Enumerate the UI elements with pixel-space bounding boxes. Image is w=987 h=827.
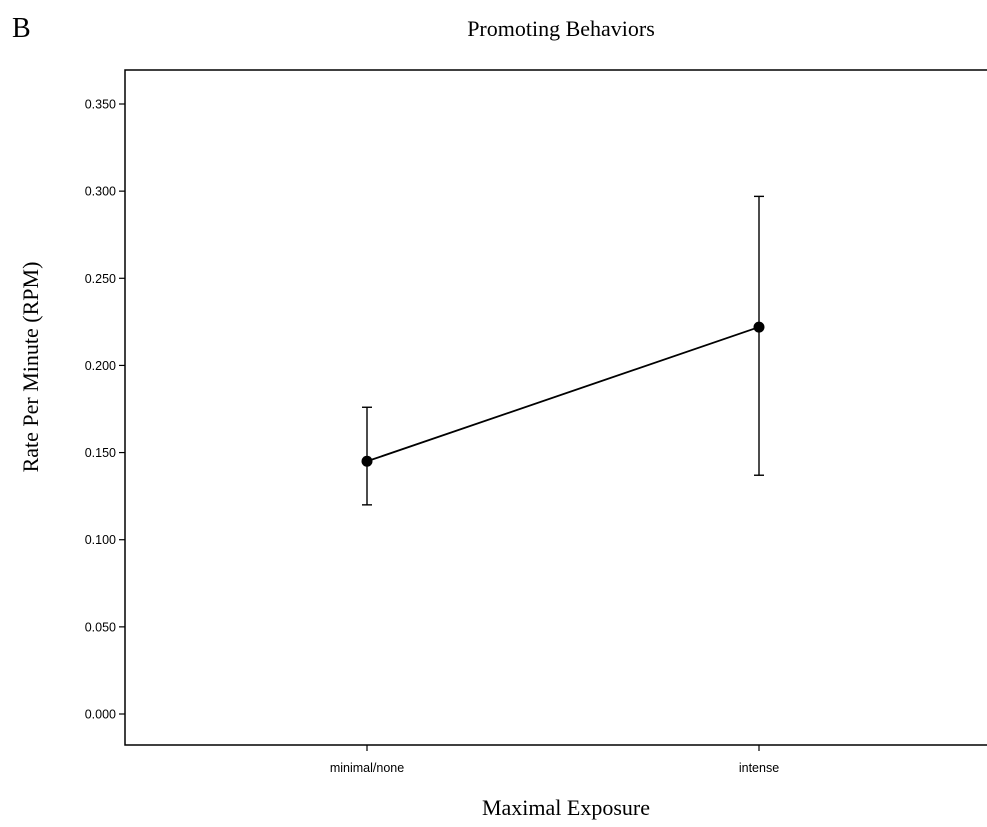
x-tick-label: minimal/none xyxy=(330,761,404,775)
y-tick-label: 0.200 xyxy=(85,359,116,373)
y-tick-label: 0.150 xyxy=(85,446,116,460)
y-axis-label: Rate Per Minute (RPM) xyxy=(18,262,43,473)
x-axis: minimal/none intense xyxy=(330,745,779,775)
panel-label: B xyxy=(12,13,31,44)
x-tick-label: intense xyxy=(739,761,779,775)
y-tick-label: 0.100 xyxy=(85,533,116,547)
plot-area xyxy=(361,195,765,506)
series-line xyxy=(366,326,760,463)
chart-title: Promoting Behaviors xyxy=(467,16,655,41)
x-axis-label: Maximal Exposure xyxy=(482,795,650,820)
data-point xyxy=(361,455,373,467)
data-point xyxy=(753,321,765,333)
y-tick-label: 0.250 xyxy=(85,272,116,286)
plot-frame xyxy=(124,69,987,746)
y-tick-label: 0.350 xyxy=(85,98,116,112)
y-tick-label: 0.000 xyxy=(85,708,116,722)
y-axis: 0.000 0.050 0.100 0.150 0.200 0.250 0.300 0.350 xyxy=(85,98,125,722)
y-tick-label: 0.050 xyxy=(85,620,116,634)
y-tick-label: 0.300 xyxy=(85,185,116,199)
